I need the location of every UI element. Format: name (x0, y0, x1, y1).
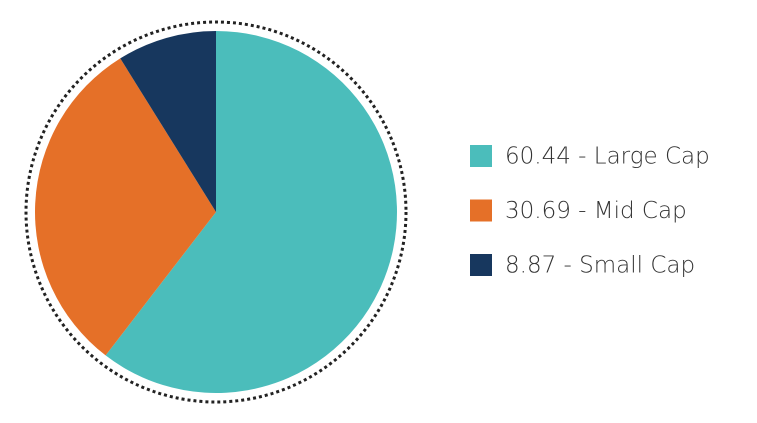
legend-label: 8.87 - Small Cap (505, 253, 695, 279)
legend-label: 30.69 - Mid Cap (505, 198, 687, 224)
legend-swatch (470, 254, 492, 276)
legend-swatch (470, 145, 492, 167)
pie-slice (105, 31, 398, 393)
legend-label: 60.44 - Large Cap (505, 144, 710, 170)
legend-swatch (470, 199, 492, 222)
pie-slice (34, 58, 217, 356)
pie-slice (120, 31, 216, 212)
dashed-ring (24, 20, 408, 404)
